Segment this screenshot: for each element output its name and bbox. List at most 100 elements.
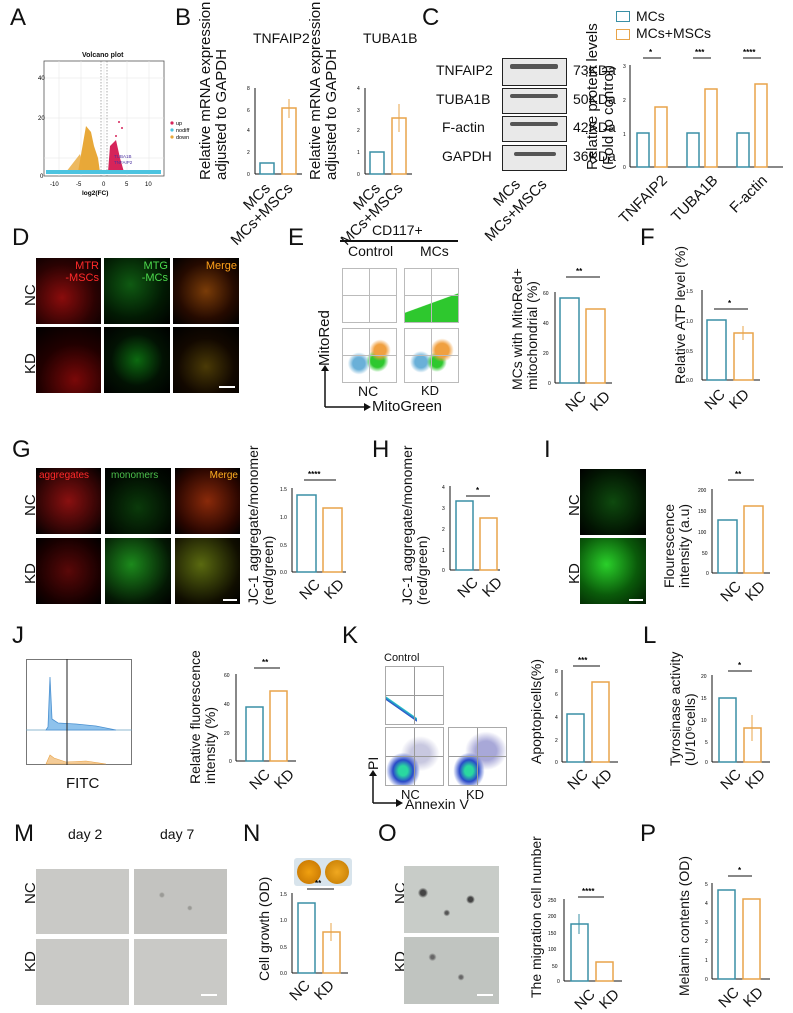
panel-label-b: B — [175, 4, 192, 31]
svg-text:up: up — [176, 121, 182, 127]
svg-text:0: 0 — [40, 174, 44, 180]
svg-text:nodiff: nodiff — [176, 128, 190, 134]
svg-text:***: *** — [695, 48, 705, 57]
svg-text:***: *** — [578, 656, 588, 665]
volcano-plot: Volcano plot TUBA1B TNFAIP2 40 20 0 -10 -5 0… — [36, 48, 196, 198]
svg-text:10: 10 — [701, 718, 707, 724]
svg-text:2: 2 — [357, 128, 360, 134]
svg-text:1.5: 1.5 — [686, 289, 693, 295]
d-nc-merge-image: Merge — [173, 258, 239, 324]
b-chart-tuba1b: Relative mRNA expression adjusted to GAPD… — [307, 1, 418, 249]
g-kd-monomers-image — [105, 538, 171, 604]
svg-text:60: 60 — [543, 291, 549, 297]
svg-text:60: 60 — [224, 673, 230, 679]
svg-text:1.5: 1.5 — [280, 892, 287, 898]
d-kd-mtr-image — [36, 327, 101, 393]
svg-text:*: * — [649, 48, 653, 57]
svg-text:0: 0 — [705, 977, 708, 983]
svg-text:1: 1 — [705, 958, 708, 964]
panel-label-l: L — [643, 622, 657, 649]
svg-text:4: 4 — [705, 901, 708, 907]
svg-text:0.0: 0.0 — [280, 570, 287, 576]
svg-text:-10: -10 — [50, 182, 59, 188]
svg-text:150: 150 — [698, 509, 707, 515]
panel-label-i: I — [544, 436, 551, 463]
svg-text:0: 0 — [705, 760, 708, 766]
svg-text:2: 2 — [623, 98, 626, 104]
panel-label-p: P — [640, 820, 657, 847]
svg-text:0: 0 — [555, 760, 558, 766]
svg-text:100: 100 — [548, 947, 557, 953]
j-xaxis-label: FITC — [66, 775, 100, 792]
blot-band-gapdh — [502, 145, 567, 171]
svg-text:*: * — [738, 661, 742, 670]
western-blot: TNFAIP2 73KDa TUBA1B 50KDa F-actin 42KDa… — [420, 58, 620, 245]
volcano-xlabel: log2(FC) — [82, 190, 108, 197]
svg-text:1.0: 1.0 — [280, 515, 287, 521]
svg-text:0: 0 — [442, 568, 445, 574]
svg-text:0: 0 — [623, 165, 626, 171]
b-chart-tnfaip2: Relative mRNA expression adjusted to GAPD… — [197, 1, 310, 249]
svg-text:10: 10 — [145, 182, 152, 188]
panel-label-n: N — [243, 820, 261, 847]
d-kd-mtg-image — [104, 327, 170, 393]
panel-label-m: M — [14, 820, 34, 847]
svg-text:3: 3 — [623, 64, 626, 70]
svg-text:5: 5 — [705, 882, 708, 888]
o-kd-migration-image — [404, 937, 499, 1004]
svg-text:3: 3 — [705, 920, 708, 926]
svg-text:0: 0 — [229, 759, 232, 765]
c-legend: MCs MCs+MSCs — [616, 8, 793, 41]
n-well-plate-image — [294, 858, 352, 886]
svg-text:0.5: 0.5 — [686, 349, 693, 355]
svg-text:100: 100 — [698, 530, 707, 536]
e-flow-kd — [404, 328, 459, 383]
g-nc-merge-image: Merge — [175, 468, 240, 534]
e-yaxis-label: MitoRed — [316, 310, 333, 366]
svg-text:5: 5 — [705, 740, 708, 746]
svg-text:0: 0 — [557, 979, 560, 985]
svg-text:**: ** — [262, 658, 269, 667]
d-nc-mtg-image: MTG -MCs — [104, 258, 170, 324]
panel-label-g: G — [12, 436, 31, 463]
svg-text:50: 50 — [552, 964, 558, 970]
svg-text:0.0: 0.0 — [280, 971, 287, 977]
panel-label-j: J — [12, 622, 24, 649]
svg-text:**: ** — [315, 879, 322, 888]
j-fluorescence-chart: Relative fluorescence intensity (%) 60 40 2… — [187, 650, 299, 794]
panel-label-e: E — [288, 224, 305, 251]
svg-text:0: 0 — [247, 172, 250, 178]
svg-text:200: 200 — [548, 914, 557, 920]
svg-text:1: 1 — [623, 132, 626, 138]
o-migration-chart: The migration cell number 250 200 150 100 50… — [528, 836, 624, 1013]
svg-text:4: 4 — [555, 715, 558, 721]
svg-text:4: 4 — [357, 86, 360, 92]
svg-text:2: 2 — [442, 527, 445, 533]
svg-text:1.0: 1.0 — [686, 319, 693, 325]
svg-text:*: * — [738, 866, 742, 875]
panel-label-a: A — [10, 4, 27, 31]
svg-text:8: 8 — [555, 669, 558, 675]
n-cell-growth-chart: Cell growth (OD) 1.5 1.0 0.5 0.0 ** NC KD — [256, 876, 348, 1005]
svg-text:1: 1 — [357, 150, 360, 156]
svg-text:0: 0 — [102, 182, 106, 188]
svg-text:20: 20 — [224, 731, 230, 737]
m-nc-day2-image — [36, 869, 129, 934]
e-flow-mcs — [404, 268, 459, 323]
g-kd-aggregates-image — [36, 538, 101, 604]
g-kd-merge-image — [175, 538, 240, 604]
e-flow-control — [342, 268, 397, 323]
svg-text:1.0: 1.0 — [280, 918, 287, 924]
svg-text:****: **** — [743, 48, 756, 57]
svg-text:20: 20 — [38, 116, 45, 122]
l-tyrosinase-chart: Tyrosinase activity (U/10⁶cells) 20 15 10 5 0… — [667, 651, 770, 794]
c-protein-chart: Relative protein levels (Fold to control)… — [584, 23, 783, 228]
svg-text:0.0: 0.0 — [686, 378, 693, 384]
svg-text:250: 250 — [548, 898, 557, 904]
svg-text:TNFAIP2: TNFAIP2 — [114, 160, 133, 165]
svg-text:40: 40 — [38, 76, 45, 82]
